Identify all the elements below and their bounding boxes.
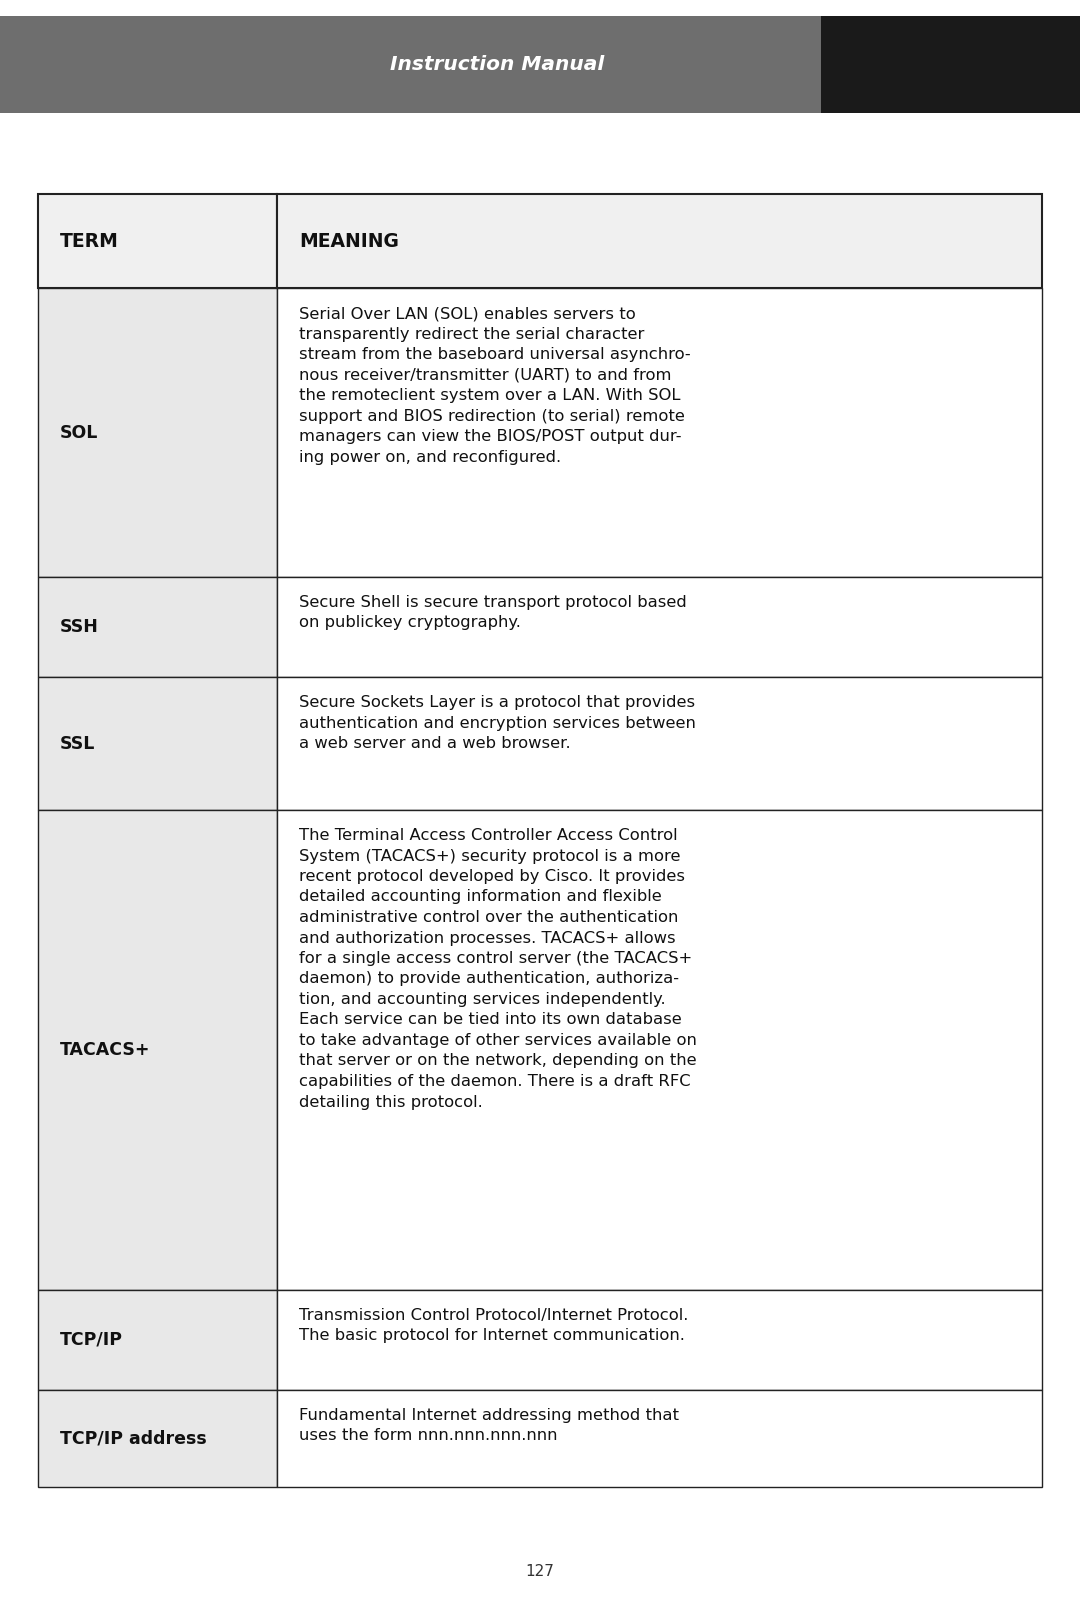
Text: the remoteclient system over a LAN. With SOL: the remoteclient system over a LAN. With…	[299, 389, 680, 403]
Text: Serial Over LAN (SOL) enables servers to: Serial Over LAN (SOL) enables servers to	[299, 306, 636, 321]
Bar	[276, 677, 1042, 810]
Bar	[276, 1390, 1042, 1487]
Bar	[0, 16, 821, 113]
Text: TERM: TERM	[60, 232, 119, 251]
Text: MEANING: MEANING	[299, 232, 399, 251]
Text: Secure Sockets Layer is a protocol that provides: Secure Sockets Layer is a protocol that …	[299, 695, 696, 710]
Text: for a single access control server (the TACACS+: for a single access control server (the …	[299, 951, 692, 966]
Bar	[38, 677, 276, 810]
Text: System (TACACS+) security protocol is a more: System (TACACS+) security protocol is a …	[299, 849, 680, 863]
Text: SOL: SOL	[60, 423, 98, 442]
Text: nous receiver/transmitter (UART) to and from: nous receiver/transmitter (UART) to and …	[299, 368, 672, 382]
Text: daemon) to provide authentication, authoriza-: daemon) to provide authentication, autho…	[299, 972, 679, 987]
Text: capabilities of the daemon. There is a draft RFC: capabilities of the daemon. There is a d…	[299, 1074, 690, 1089]
Bar	[38, 577, 276, 677]
Text: TACACS+: TACACS+	[60, 1040, 150, 1059]
Text: detailing this protocol.: detailing this protocol.	[299, 1095, 483, 1110]
Text: managers can view the BIOS/POST output dur-: managers can view the BIOS/POST output d…	[299, 429, 681, 444]
Bar	[38, 288, 276, 577]
Bar	[38, 194, 276, 288]
Text: 127: 127	[526, 1565, 554, 1579]
Text: support and BIOS redirection (to serial) remote: support and BIOS redirection (to serial)…	[299, 408, 685, 424]
Text: uses the form nnn.nnn.nnn.nnn: uses the form nnn.nnn.nnn.nnn	[299, 1429, 557, 1443]
Text: Each service can be tied into its own database: Each service can be tied into its own da…	[299, 1012, 681, 1027]
Text: detailed accounting information and flexible: detailed accounting information and flex…	[299, 889, 662, 904]
Text: a web server and a web browser.: a web server and a web browser.	[299, 735, 570, 752]
Text: Fundamental Internet addressing method that: Fundamental Internet addressing method t…	[299, 1408, 679, 1422]
Text: tion, and accounting services independently.: tion, and accounting services independen…	[299, 991, 665, 1008]
Text: recent protocol developed by Cisco. It provides: recent protocol developed by Cisco. It p…	[299, 868, 685, 885]
Bar	[821, 16, 1080, 113]
Text: that server or on the network, depending on the: that server or on the network, depending…	[299, 1053, 697, 1069]
Text: Instruction Manual: Instruction Manual	[390, 55, 604, 75]
Text: on publickey cryptography.: on publickey cryptography.	[299, 616, 521, 630]
Bar	[38, 1390, 276, 1487]
Bar	[276, 194, 1042, 288]
Text: transparently redirect the serial character: transparently redirect the serial charac…	[299, 327, 645, 342]
Text: ing power on, and reconfigured.: ing power on, and reconfigured.	[299, 450, 562, 465]
Text: Secure Shell is secure transport protocol based: Secure Shell is secure transport protoco…	[299, 595, 687, 609]
Text: administrative control over the authentication: administrative control over the authenti…	[299, 910, 678, 925]
Text: stream from the baseboard universal asynchro-: stream from the baseboard universal asyn…	[299, 347, 690, 363]
Text: TCP/IP: TCP/IP	[60, 1330, 123, 1349]
Bar	[276, 577, 1042, 677]
Text: Transmission Control Protocol/Internet Protocol.: Transmission Control Protocol/Internet P…	[299, 1307, 688, 1322]
Text: The basic protocol for Internet communication.: The basic protocol for Internet communic…	[299, 1328, 685, 1343]
Text: The Terminal Access Controller Access Control: The Terminal Access Controller Access Co…	[299, 828, 677, 842]
Bar	[276, 288, 1042, 577]
Text: SSL: SSL	[60, 734, 95, 753]
Text: to take advantage of other services available on: to take advantage of other services avai…	[299, 1034, 697, 1048]
Bar	[276, 1290, 1042, 1390]
Bar	[276, 810, 1042, 1290]
Bar	[38, 810, 276, 1290]
Bar	[38, 1290, 276, 1390]
Text: and authorization processes. TACACS+ allows: and authorization processes. TACACS+ all…	[299, 930, 676, 946]
Text: authentication and encryption services between: authentication and encryption services b…	[299, 716, 696, 731]
Text: TCP/IP address: TCP/IP address	[60, 1429, 206, 1448]
Text: SSH: SSH	[60, 617, 99, 637]
